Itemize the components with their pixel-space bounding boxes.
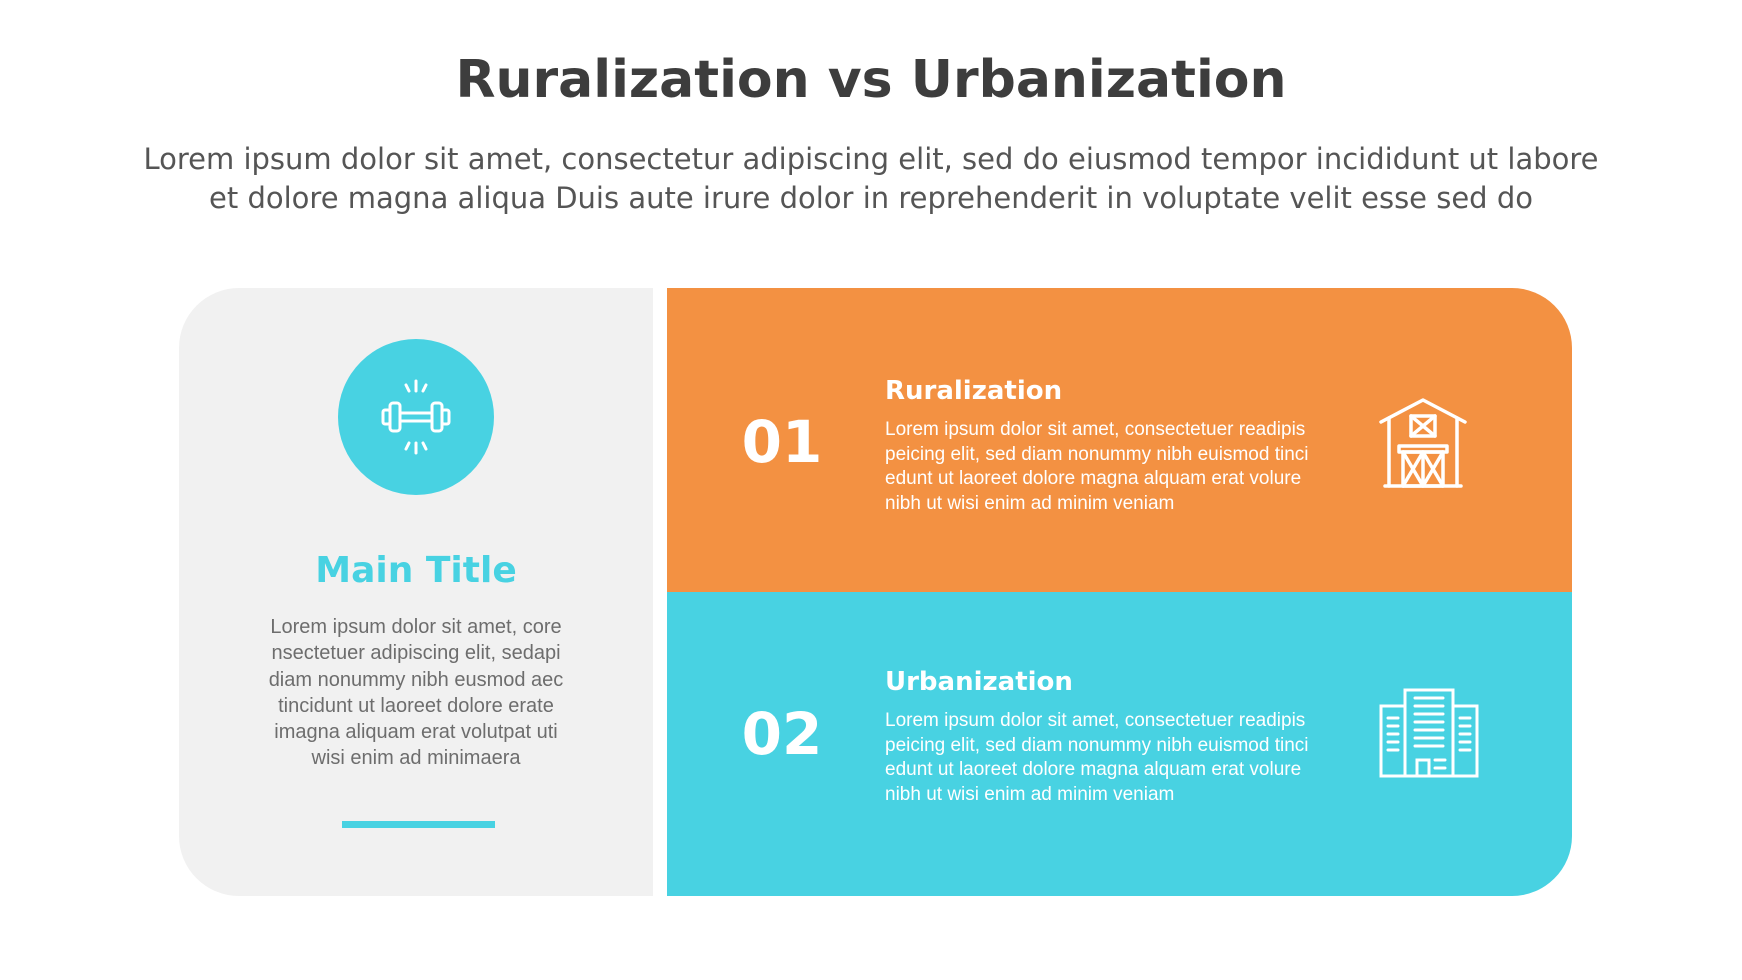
item-body-line: Lorem ipsum dolor sit amet, consectetuer…: [885, 419, 1306, 440]
item-body-line: edunt ut laoreet dolore magna alquam era…: [885, 759, 1302, 781]
item-body-line: peicing elit, sed diam nonummy nibh euis…: [885, 734, 1309, 756]
main-title: Main Title: [315, 550, 517, 591]
item-body-line: edunt ut laoreet dolore magna alquam era…: [885, 468, 1302, 490]
barn-icon: [1379, 398, 1467, 488]
main-body-line: Lorem ipsum dolor sit amet, core: [270, 616, 562, 638]
dumbbell-icon: [381, 379, 451, 455]
main-body-line: nsectetuer adipiscing elit, sedapi: [271, 642, 561, 665]
item-body-line: nibh ut wisi enim ad minim veniam: [885, 492, 1175, 514]
main-body-line: wisi enim ad minimaera: [311, 747, 521, 770]
item-panel-ruralization: [667, 288, 1572, 592]
item-body-line: peicing elit, sed diam nonummy nibh euis…: [885, 443, 1309, 465]
item-body: Lorem ipsum dolor sit amet, consectetuer…: [885, 709, 1335, 807]
main-body-line: diam nonummy nibh eusmod aec: [268, 668, 564, 691]
item-body-line: nibh ut wisi enim ad minim veniam: [885, 783, 1175, 805]
item-body: Lorem ipsum dolor sit amet, consectetuer…: [885, 418, 1335, 516]
main-body: Lorem ipsum dolor sit amet, core nsectet…: [240, 614, 592, 772]
subtitle-line-2: et dolore magna aliqua Duis aute irure d…: [209, 181, 1533, 215]
item-heading: Ruralization: [885, 376, 1063, 406]
main-body-line: imagna aliquam erat volutpat uti: [274, 721, 558, 744]
item-panel-urbanization: [667, 592, 1572, 896]
main-body-line: tincidunt ut laoreet dolore erate: [278, 694, 554, 717]
accent-divider: [342, 821, 495, 828]
main-icon-circle: [338, 339, 494, 495]
city-buildings-icon: [1379, 688, 1479, 778]
item-heading: Urbanization: [885, 667, 1073, 697]
page-title: Ruralization vs Urbanization: [455, 50, 1287, 110]
item-body-line: Lorem ipsum dolor sit amet, consectetuer…: [885, 710, 1306, 731]
subtitle-line-1: Lorem ipsum dolor sit amet, consectetur …: [143, 142, 1599, 176]
item-number: 01: [741, 408, 823, 476]
item-number: 02: [741, 700, 823, 768]
